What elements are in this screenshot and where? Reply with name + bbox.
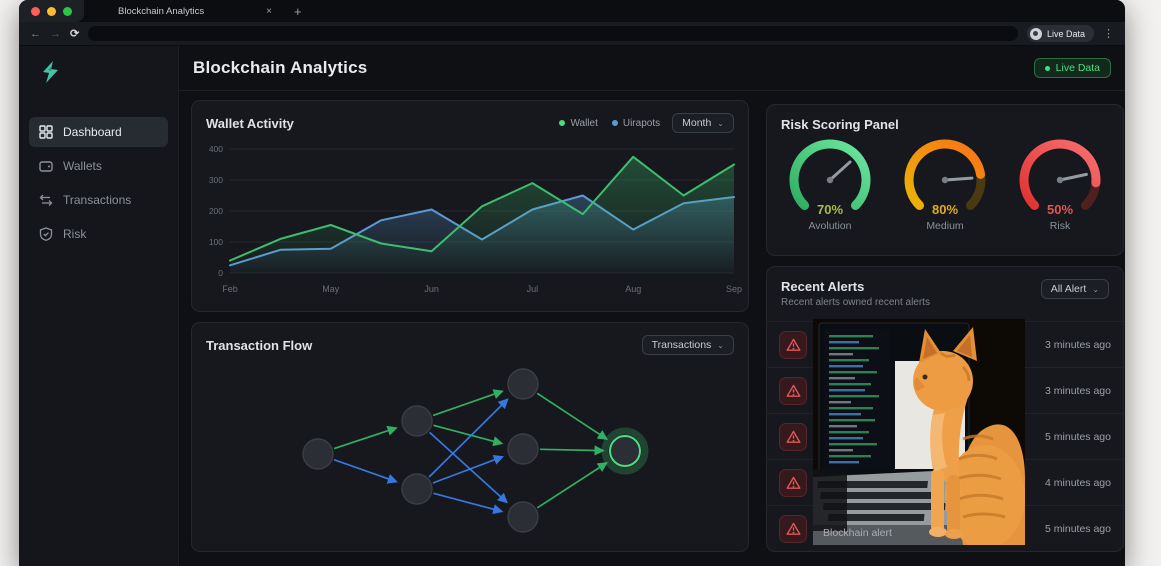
tab-close-icon[interactable]: × (266, 5, 272, 17)
main-content: Blockchain Analytics Live Data Wallet Ac… (179, 46, 1125, 566)
sidebar-item-label: Dashboard (63, 125, 122, 139)
legend-label: Wallet (570, 117, 598, 129)
live-data-badge-label: Live Data (1055, 62, 1100, 74)
svg-text:Sep: Sep (726, 284, 742, 294)
warning-triangle-icon (779, 514, 807, 543)
svg-text:Aug: Aug (625, 284, 641, 294)
back-icon[interactable]: ← (30, 27, 41, 40)
browser-tab[interactable]: Blockchain Analytics × (110, 0, 280, 22)
svg-text:50%: 50% (1047, 202, 1073, 217)
sidebar-item-transactions[interactable]: Transactions (29, 185, 168, 215)
alert-timestamp: 4 minutes ago (1045, 476, 1111, 489)
address-bar[interactable] (88, 26, 1018, 41)
recent-alerts-card: Recent Alerts Recent alerts owned recent… (766, 266, 1124, 552)
alert-timestamp: 5 minutes ago (1045, 430, 1111, 443)
sidebar-item-risk[interactable]: Risk (29, 219, 168, 249)
alert-timestamp: 3 minutes ago (1045, 338, 1111, 351)
browser-menu-icon[interactable]: ⋮ (1103, 28, 1114, 40)
svg-text:70%: 70% (817, 202, 843, 217)
alert-filter-dropdown[interactable]: All Alert ⌄ (1040, 279, 1109, 299)
live-data-pill-label: Live Data (1046, 28, 1085, 39)
arrows-icon (39, 194, 53, 206)
svg-text:100: 100 (209, 237, 223, 247)
svg-text:May: May (322, 284, 340, 294)
live-data-extension-pill[interactable]: Live Data (1026, 25, 1094, 42)
risk-scoring-card: Risk Scoring Panel 70% Avolution 80% Med… (766, 104, 1124, 256)
warning-triangle-icon (779, 330, 807, 359)
transaction-flow-title: Transaction Flow (206, 337, 313, 353)
wallet-icon (39, 161, 53, 172)
browser-toolbar: ← → ⟳ Live Data ⋮ (19, 22, 1125, 46)
svg-text:80%: 80% (932, 202, 958, 217)
tab-bar: Blockchain Analytics × + (19, 0, 1125, 22)
live-data-badge[interactable]: Live Data (1033, 58, 1111, 78)
risk-gauge: 80% Medium (904, 139, 986, 232)
transaction-flow-graph (192, 359, 748, 546)
close-window-icon[interactable] (31, 6, 40, 16)
sidebar-item-label: Risk (63, 227, 87, 241)
warning-triangle-icon (779, 422, 807, 451)
forward-icon[interactable]: → (50, 27, 61, 40)
page-header: Blockchain Analytics Live Data (179, 46, 1125, 91)
svg-text:200: 200 (209, 206, 223, 216)
alert-image (813, 319, 1025, 545)
tab-title: Blockchain Analytics (118, 5, 205, 17)
risk-gauges: 70% Avolution 80% Medium 50% Risk (767, 132, 1123, 234)
sidebar-item-dashboard[interactable]: Dashboard (29, 117, 168, 147)
recent-alerts-title: Recent Alerts (781, 279, 865, 294)
sidebar-item-label: Transactions (63, 193, 132, 207)
transactions-dropdown-label: Transactions (651, 339, 712, 351)
new-tab-button[interactable]: + (294, 3, 302, 19)
browser-window: Blockchain Analytics × + ← → ⟳ Live Data… (19, 0, 1125, 566)
legend-dot-icon (559, 120, 566, 126)
svg-text:Jul: Jul (527, 284, 539, 294)
svg-text:300: 300 (209, 175, 223, 185)
chevron-down-icon: ⌄ (1092, 284, 1099, 294)
chevron-down-icon: ⌄ (717, 340, 724, 350)
wallet-activity-chart: 0 100 200 300 400 Feb May Jun Jul Aug Sep (192, 137, 748, 306)
legend-item-uirapots: Uirapots (611, 117, 661, 129)
svg-text:Risk: Risk (1049, 220, 1070, 232)
traffic-lights[interactable] (19, 0, 84, 22)
svg-text:400: 400 (209, 144, 223, 154)
zoom-window-icon[interactable] (63, 6, 72, 16)
transactions-dropdown[interactable]: Transactions ⌄ (641, 335, 734, 355)
chart-legend: Wallet Uirapots (559, 118, 660, 129)
svg-text:Medium: Medium (926, 220, 964, 232)
wallet-activity-title: Wallet Activity (206, 115, 294, 131)
svg-text:0: 0 (218, 268, 223, 278)
legend-dot-icon (611, 120, 618, 126)
sidebar-item-label: Wallets (63, 159, 102, 173)
risk-panel-title: Risk Scoring Panel (781, 117, 899, 132)
month-dropdown-label: Month (682, 117, 712, 129)
alert-filter-label: All Alert (1050, 283, 1087, 295)
shield-icon (39, 227, 53, 241)
svg-text:Avolution: Avolution (809, 220, 852, 232)
legend-label: Uirapots (622, 117, 661, 129)
transaction-flow-card: Transaction Flow Transactions ⌄ (191, 322, 749, 552)
risk-gauge: 50% Risk (1019, 139, 1101, 232)
month-dropdown[interactable]: Month ⌄ (672, 113, 734, 133)
minimize-window-icon[interactable] (47, 6, 56, 16)
grid-icon (39, 125, 53, 139)
alert-image-caption: Blockhain alert (823, 527, 892, 539)
risk-gauge: 70% Avolution (789, 139, 871, 232)
chevron-down-icon: ⌄ (717, 118, 724, 128)
extension-avatar-icon (1029, 27, 1042, 40)
alert-timestamp: 5 minutes ago (1045, 522, 1111, 535)
recent-alerts-subtitle: Recent alerts owned recent alerts (781, 297, 930, 308)
page-title: Blockchain Analytics (193, 58, 368, 77)
wallet-activity-card: Wallet Activity Wallet Uirapots Month (191, 100, 749, 312)
warning-triangle-icon (779, 376, 807, 405)
legend-item-wallet: Wallet (559, 117, 598, 129)
alert-timestamp: 3 minutes ago (1045, 384, 1111, 397)
sidebar: Dashboard Wallets Transactions (19, 46, 179, 566)
status-dot-icon (1044, 65, 1050, 71)
app-logo-icon (39, 60, 178, 89)
reload-icon[interactable]: ⟳ (70, 28, 80, 40)
svg-text:Feb: Feb (222, 284, 238, 294)
sidebar-item-wallets[interactable]: Wallets (29, 151, 168, 181)
warning-triangle-icon (779, 468, 807, 497)
svg-text:Jun: Jun (424, 284, 439, 294)
